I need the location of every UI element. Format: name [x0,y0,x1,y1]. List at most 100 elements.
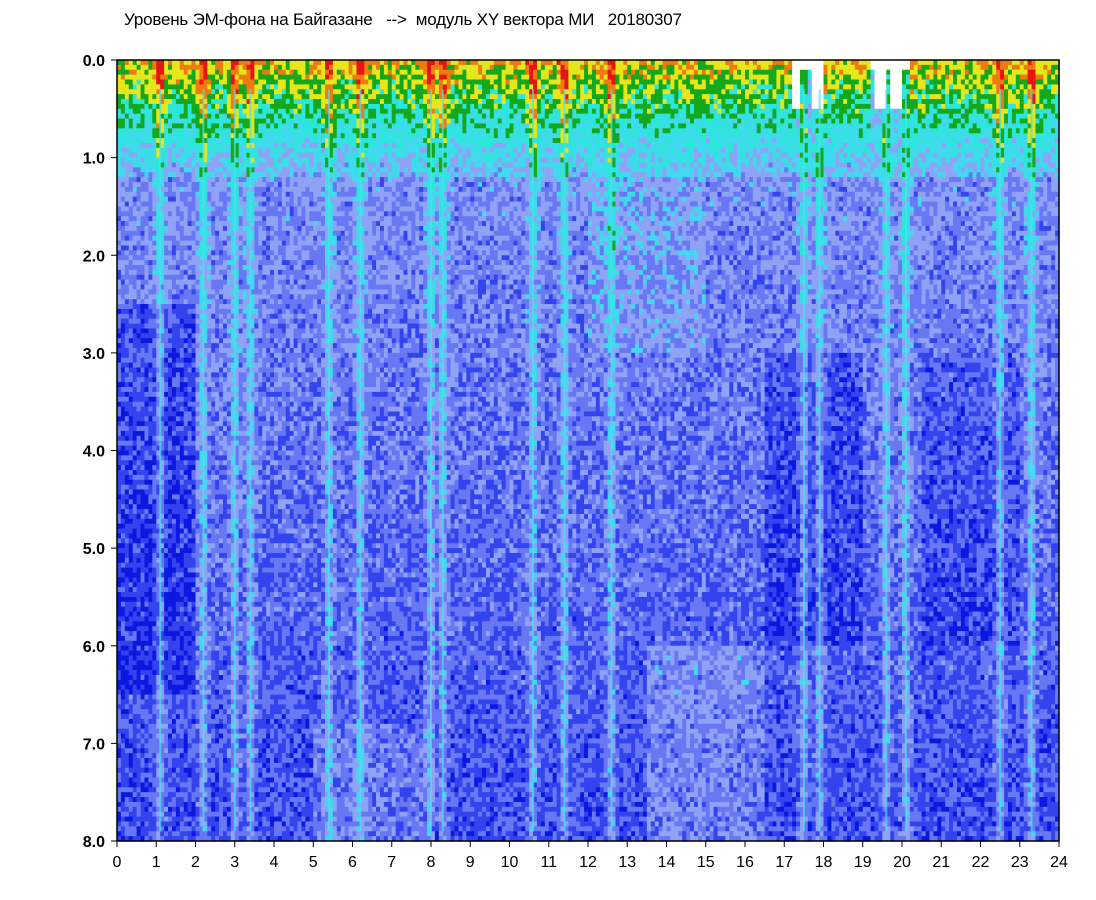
heatmap-cell [270,108,275,115]
heatmap-cell [266,142,271,149]
heatmap-cell [870,108,876,115]
heatmap-cell [752,142,758,149]
heatmap-cell [854,99,860,105]
heatmap-cell [780,108,785,115]
heatmap-cell [854,152,860,159]
heatmap-cell [631,113,636,120]
heatmap-cell [737,123,742,129]
heatmap-cell [756,99,762,105]
heatmap-cell [427,99,432,105]
heatmap-cell [701,152,707,159]
heatmap-cell [917,147,923,154]
heatmap-cell [980,138,986,144]
heatmap-cell [219,64,224,71]
heatmap-cell [540,89,546,95]
heatmap-cell [1015,89,1021,95]
heatmap-cell [438,69,444,76]
heatmap-cell [250,128,255,134]
heatmap-cell [226,133,232,139]
heatmap-cell [215,108,220,115]
heatmap-cell [1004,128,1009,134]
heatmap-cell [764,133,770,139]
heatmap-cell [222,128,228,134]
heatmap-cell [819,152,825,159]
heatmap-cell [654,152,660,159]
heatmap-cell [839,64,844,71]
heatmap-cell [686,64,691,71]
heatmap-cell [788,157,793,164]
heatmap-cell [521,103,526,110]
heatmap-cell [352,157,358,164]
heatmap-cell [250,138,255,144]
heatmap-cell [882,152,887,159]
heatmap-cell [525,147,530,154]
heatmap-cell [568,64,573,71]
heatmap-cell [238,108,244,115]
heatmap-cell [847,89,852,95]
heatmap-cell [411,64,416,71]
heatmap-cell [674,108,679,115]
heatmap-cell [854,94,860,100]
heatmap-cell [1000,123,1005,129]
heatmap-cell [423,147,428,154]
heatmap-cell [607,138,613,144]
heatmap-cell [690,84,695,90]
heatmap-cell [843,79,848,86]
heatmap-cell [576,118,581,125]
heatmap-cell [717,157,723,164]
heatmap-cell [870,99,876,105]
heatmap-cell [222,147,228,154]
heatmap-cell [203,94,208,100]
heatmap-cell [674,138,679,144]
heatmap-cell [450,99,456,105]
heatmap-cell [207,152,212,159]
heatmap-cell [431,89,436,95]
heatmap-cell [850,69,856,76]
heatmap-cell [175,142,181,149]
heatmap-cell [521,147,526,154]
heatmap-cell [505,79,511,86]
heatmap-cell [996,79,1001,86]
heatmap-cell [635,99,640,105]
heatmap-cell [607,133,613,139]
heatmap-cell [701,108,707,115]
heatmap-cell [642,89,648,95]
heatmap-cell [780,69,785,76]
heatmap-cell [266,133,271,139]
heatmap-cell [462,138,467,144]
heatmap-cell [803,79,809,86]
heatmap-cell [799,79,805,86]
heatmap-cell [858,64,864,71]
heatmap-cell [254,142,259,149]
heatmap-cell [748,152,754,159]
heatmap-cell [576,138,581,144]
heatmap-cell [937,113,942,120]
heatmap-cell [1019,152,1025,159]
heatmap-cell [411,157,416,164]
heatmap-cell [890,108,895,115]
heatmap-cell [124,108,130,115]
heatmap-cell [819,69,825,76]
heatmap-cell [988,142,993,149]
heatmap-cell [258,118,263,125]
heatmap-cell [662,64,668,71]
heatmap-cell [230,142,236,149]
heatmap-cell [321,138,326,144]
heatmap-cell [168,147,173,154]
heatmap-cell [171,79,177,86]
heatmap-cell [807,103,813,110]
heatmap-cell [529,64,534,71]
heatmap-cell [517,89,522,95]
heatmap-cell [823,69,829,76]
heatmap-cell [266,89,271,95]
heatmap-cell [199,108,204,115]
heatmap-cell [847,142,852,149]
heatmap-cell [1047,138,1052,144]
heatmap-cell [328,89,334,95]
heatmap-cell [576,142,581,149]
heatmap-cell [168,89,173,95]
heatmap-cell [395,142,401,149]
heatmap-cell [595,142,601,149]
heatmap-cell [584,152,589,159]
heatmap-cell [917,89,923,95]
